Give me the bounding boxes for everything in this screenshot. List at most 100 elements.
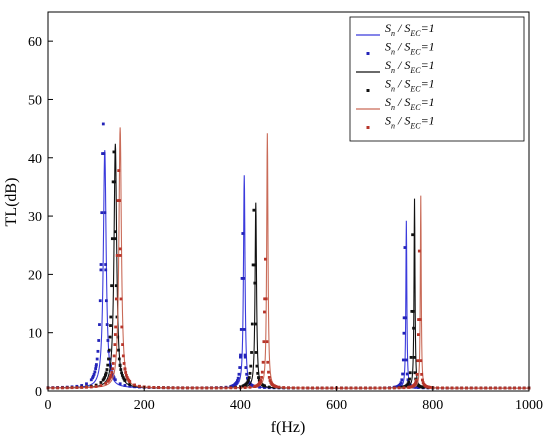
series-1-point-8 bbox=[85, 382, 88, 386]
series-2-line bbox=[47, 143, 529, 389]
series-5-point-126 bbox=[378, 386, 382, 390]
series-5-point-27 bbox=[115, 254, 119, 257]
series-5-point-40 bbox=[124, 371, 128, 374]
series-5-point-42 bbox=[125, 375, 129, 379]
series-5-point-115 bbox=[325, 386, 329, 390]
series-5-point-175 bbox=[479, 386, 483, 390]
series-1-point-17 bbox=[95, 357, 99, 361]
series-5-point-170 bbox=[455, 386, 459, 390]
series-1-point-144 bbox=[401, 358, 405, 362]
series-3-point-85 bbox=[252, 208, 256, 212]
series-1-point-22 bbox=[99, 268, 103, 272]
series-3-point-145 bbox=[410, 309, 414, 313]
series-3-point-88 bbox=[254, 322, 257, 326]
series-5-point-164 bbox=[428, 385, 432, 389]
series-1-point-43 bbox=[113, 378, 117, 382]
series-3-point-10 bbox=[94, 383, 98, 387]
series-3-point-89 bbox=[254, 351, 258, 354]
series-1-point-11 bbox=[91, 374, 95, 378]
series-1-point-84 bbox=[241, 232, 245, 235]
series-5-point-82 bbox=[259, 379, 263, 382]
series-3-point-16 bbox=[104, 373, 108, 376]
ticks-layer: 0 200 400 600 800 1000 0 10 20 30 40 50 60 bbox=[28, 35, 543, 413]
series-5-point-58 bbox=[186, 386, 189, 390]
y-tick-label-0: 0 bbox=[35, 385, 42, 400]
legend-label-3: Sn / SEC=1 bbox=[385, 77, 435, 94]
series-5-point-169 bbox=[450, 386, 454, 390]
x-tick-label-600: 600 bbox=[326, 398, 347, 413]
y-tick-label-20: 20 bbox=[28, 268, 42, 283]
series-3-point-147 bbox=[411, 309, 415, 313]
series-1-point-7 bbox=[80, 384, 84, 387]
y-axis-label: TL(dB) bbox=[3, 178, 20, 227]
series-3-point-17 bbox=[104, 371, 108, 375]
series-5-point-87 bbox=[263, 310, 266, 314]
series-5-point-107 bbox=[287, 386, 290, 390]
series-3-point-149 bbox=[412, 355, 416, 359]
series-3-point-40 bbox=[120, 371, 123, 375]
series-5-point-113 bbox=[315, 386, 319, 390]
series-5-point-179 bbox=[498, 386, 502, 390]
series-5-point-110 bbox=[301, 386, 305, 390]
series-5-point-142 bbox=[413, 382, 417, 386]
series-5-point-182 bbox=[513, 386, 516, 390]
series-5-point-93 bbox=[267, 370, 270, 374]
legend-label-1: Sn / SEC=1 bbox=[385, 40, 435, 57]
series-3-point-84 bbox=[251, 263, 255, 267]
series-5-point-39 bbox=[123, 367, 127, 371]
series-5-point-114 bbox=[320, 386, 324, 390]
series-1-point-146 bbox=[402, 316, 406, 320]
series-5-point-86 bbox=[262, 340, 266, 344]
series-1-point-76 bbox=[236, 379, 239, 383]
series-3-point-35 bbox=[117, 348, 120, 352]
x-tick-label-1000: 1000 bbox=[515, 398, 543, 413]
series-5-point-130 bbox=[397, 386, 401, 390]
series-5-point-48 bbox=[137, 384, 141, 388]
series-3-point-81 bbox=[249, 364, 253, 368]
series-5-point-104 bbox=[274, 385, 278, 388]
series-5-point-111 bbox=[306, 386, 310, 390]
series-5-point-89 bbox=[264, 257, 267, 261]
series-3-point-83 bbox=[250, 322, 254, 326]
series-5-point-19 bbox=[110, 371, 114, 374]
series-3-point-144 bbox=[409, 355, 413, 359]
series-5-point-59 bbox=[190, 386, 194, 390]
series-5-point-31 bbox=[118, 247, 122, 251]
series-5-point-47 bbox=[133, 383, 136, 387]
x-tick-label-400: 400 bbox=[230, 398, 251, 413]
series-1-point-46 bbox=[128, 384, 132, 388]
series-1-point-162 bbox=[414, 385, 418, 389]
series-5-point-35 bbox=[121, 343, 124, 346]
series-3-point-21 bbox=[107, 348, 111, 352]
series-3-point-25 bbox=[110, 284, 113, 288]
series-3-point-45 bbox=[123, 379, 127, 382]
series-3-point-39 bbox=[119, 368, 123, 371]
series-5-point-146 bbox=[416, 359, 420, 363]
series-5-point-85 bbox=[261, 360, 265, 364]
series-5-point-10 bbox=[94, 385, 98, 388]
series-5-point-154 bbox=[421, 381, 425, 385]
series-5-point-84 bbox=[260, 370, 264, 374]
series-5-point-46 bbox=[128, 380, 132, 384]
series-3-point-143 bbox=[408, 371, 412, 375]
series-5-point-166 bbox=[436, 386, 440, 390]
series-5-point-5 bbox=[70, 386, 74, 390]
series-1-point-10 bbox=[91, 376, 94, 380]
legend-box bbox=[349, 16, 525, 142]
series-5-point-94 bbox=[267, 376, 271, 379]
series-5-point-25 bbox=[114, 325, 118, 329]
series-3-point-90 bbox=[255, 364, 259, 368]
series-1-point-44 bbox=[118, 382, 122, 386]
legend-swatch-5 bbox=[366, 126, 370, 129]
series-5-point-53 bbox=[162, 386, 165, 390]
series-5-point-81 bbox=[258, 380, 262, 384]
series-3-point-20 bbox=[107, 357, 110, 361]
series-1-point-21 bbox=[98, 299, 102, 303]
series-5-point-147 bbox=[416, 333, 420, 336]
series-1-point-147 bbox=[403, 246, 407, 249]
series-3-point-146 bbox=[411, 233, 414, 237]
series-1-point-141 bbox=[399, 381, 403, 385]
series-5-point-131 bbox=[402, 386, 406, 390]
series-5-point-52 bbox=[157, 386, 161, 389]
series-3-point-92 bbox=[257, 376, 260, 379]
